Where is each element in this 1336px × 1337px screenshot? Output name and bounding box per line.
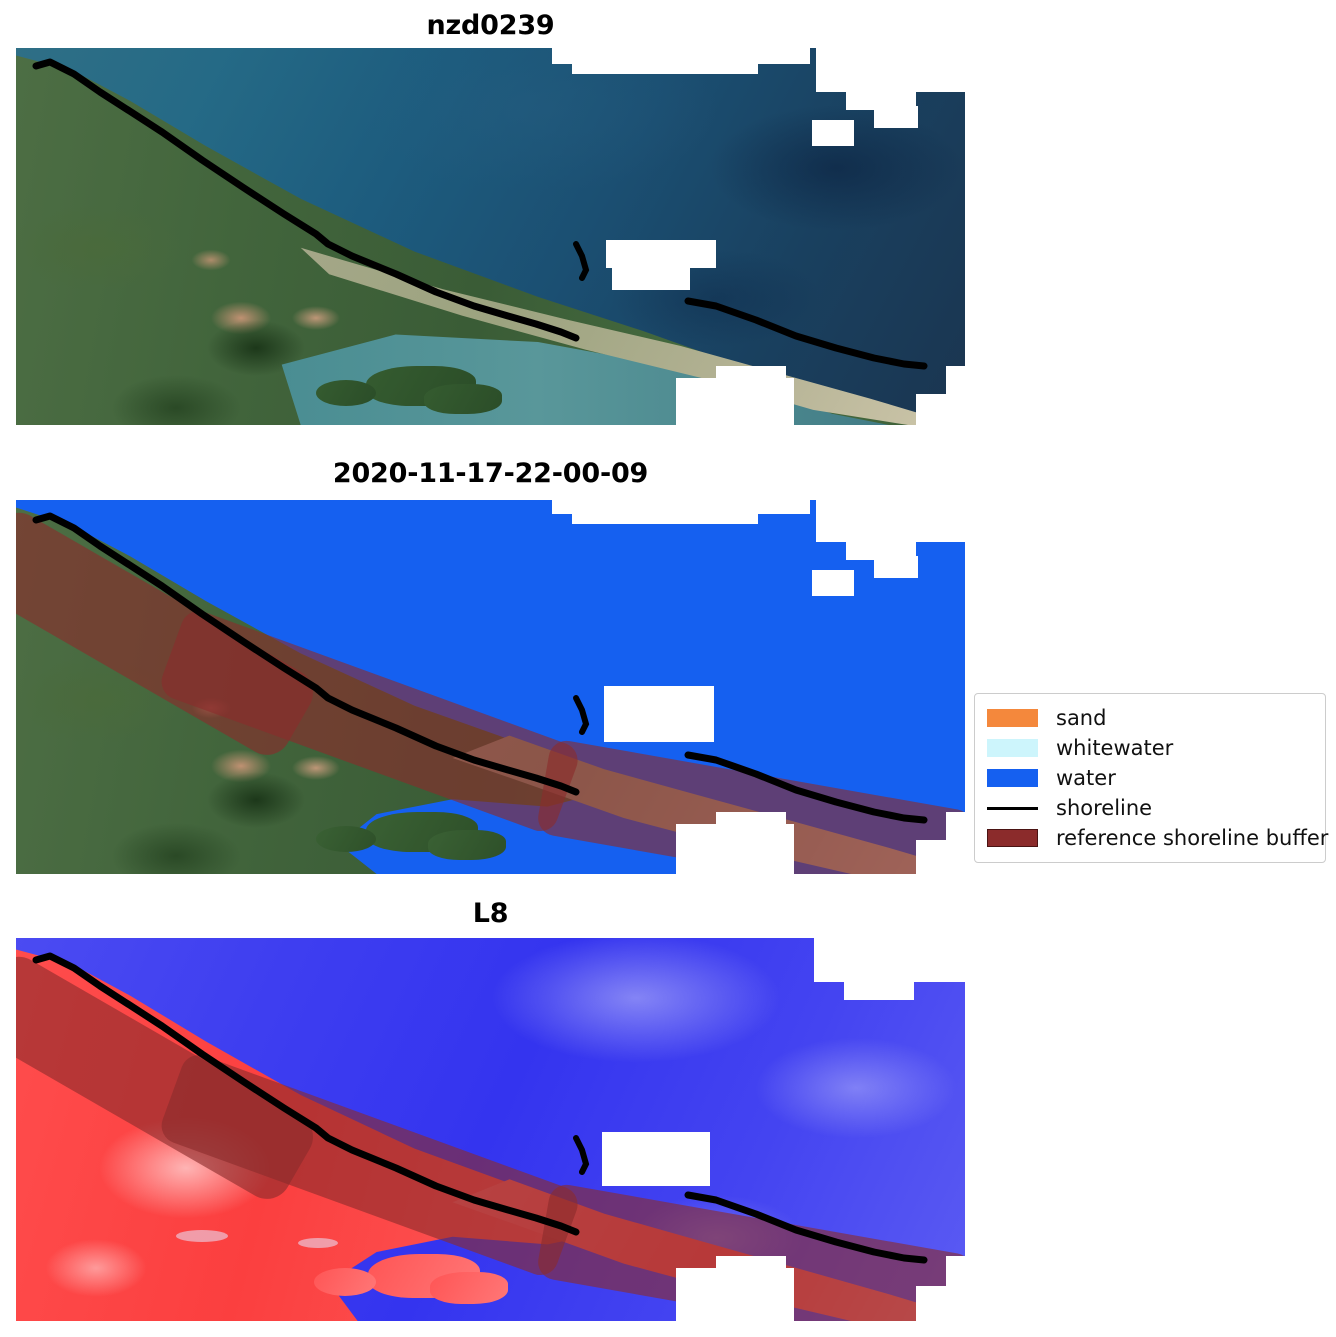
legend-label-shoreline: shoreline	[1056, 795, 1153, 820]
island-shape	[428, 830, 506, 860]
cloud-mask	[716, 1256, 786, 1282]
island-shape	[424, 384, 502, 414]
legend-label-whitewater: whitewater	[1056, 735, 1174, 760]
cloud-mask	[812, 570, 854, 596]
legend-box: sand whitewater water shoreline referenc…	[974, 693, 1328, 863]
legend-label-sand: sand	[1056, 705, 1107, 730]
cloud-mask	[602, 1132, 710, 1186]
island-shape	[316, 380, 376, 406]
cloud-mask	[716, 366, 786, 392]
cloud-mask	[572, 48, 758, 74]
cloud-mask	[874, 106, 918, 128]
legend-item-water: water	[987, 763, 1314, 793]
sand-swatch-icon	[987, 709, 1038, 727]
panel-title-index: L8	[472, 898, 509, 929]
legend-item-shoreline: shoreline	[987, 793, 1314, 823]
legend-label-reference-buffer: reference shoreline buffer	[1056, 825, 1329, 850]
legend-label-water: water	[1056, 765, 1116, 790]
buffer-swatch-icon	[987, 829, 1038, 847]
cloud-mask	[844, 938, 914, 1000]
cloud-mask	[916, 394, 965, 425]
cloud-mask	[636, 716, 696, 738]
panel-title-rgb: nzd0239	[426, 10, 555, 41]
panel-l8-index-image	[16, 938, 965, 1321]
cloud-mask	[572, 500, 758, 524]
shoreline-path	[32, 512, 928, 824]
cloud-mask	[846, 48, 916, 110]
water-swatch-icon	[987, 769, 1038, 787]
panel-rgb-image	[16, 48, 965, 425]
whitewater-swatch-icon	[987, 739, 1038, 757]
cloud-mask	[916, 1286, 965, 1321]
cloud-mask	[636, 268, 684, 286]
island-shape	[316, 826, 376, 852]
cloud-mask	[812, 120, 854, 146]
island-shape	[430, 1272, 508, 1304]
legend-item-reference-buffer: reference shoreline buffer	[987, 823, 1328, 853]
cloud-mask	[606, 240, 716, 268]
shoreline-line-icon	[987, 799, 1038, 817]
bright-index-streak	[176, 1230, 228, 1242]
cloud-mask	[846, 500, 916, 560]
panel-classified-image	[16, 500, 965, 874]
island-shape	[314, 1268, 376, 1296]
legend-item-whitewater: whitewater	[987, 733, 1314, 763]
legend-item-sand: sand	[987, 703, 1314, 733]
bright-index-streak	[298, 1238, 338, 1248]
cloud-mask	[716, 812, 786, 838]
cloud-mask	[916, 840, 965, 874]
cloud-mask	[874, 556, 918, 578]
panel-title-classified: 2020-11-17-22-00-09	[332, 458, 649, 489]
shoreline-path	[32, 58, 928, 370]
shoreline-path	[32, 952, 928, 1264]
